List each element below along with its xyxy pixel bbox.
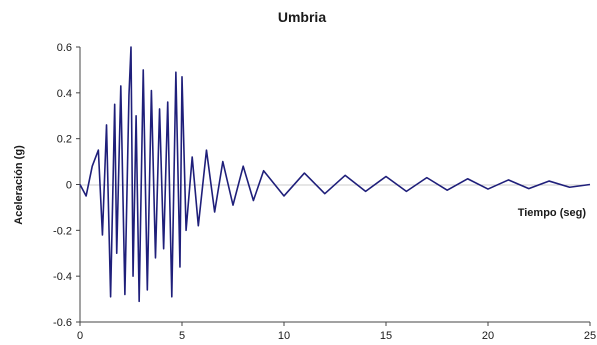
x-axis-label: Tiempo (seg) bbox=[518, 207, 587, 219]
y-axis-label: Aceleración (g) bbox=[13, 145, 25, 225]
y-axis-ticks: 0.6 0.4 0.2 0 -0.2 -0.4 -0.6 bbox=[53, 42, 80, 329]
x-tick-label: 10 bbox=[278, 330, 290, 342]
acceleration-series-line bbox=[79, 46, 591, 303]
x-tick-label: 15 bbox=[380, 330, 392, 342]
y-tick-label: 0.4 bbox=[57, 88, 72, 100]
x-tick-label: 0 bbox=[77, 330, 83, 342]
y-tick-label: 0 bbox=[66, 180, 72, 192]
y-tick-label: -0.4 bbox=[53, 271, 72, 283]
x-tick-label: 25 bbox=[584, 330, 596, 342]
y-tick-label: 0.6 bbox=[57, 42, 72, 54]
y-tick-label: 0.2 bbox=[57, 134, 72, 146]
chart-title: Umbria bbox=[278, 9, 326, 25]
y-tick-label: -0.6 bbox=[53, 317, 72, 329]
y-tick-label: -0.2 bbox=[53, 225, 72, 237]
x-axis-ticks: 0 5 10 15 20 25 bbox=[77, 322, 596, 342]
x-tick-label: 20 bbox=[482, 330, 494, 342]
x-tick-label: 5 bbox=[179, 330, 185, 342]
